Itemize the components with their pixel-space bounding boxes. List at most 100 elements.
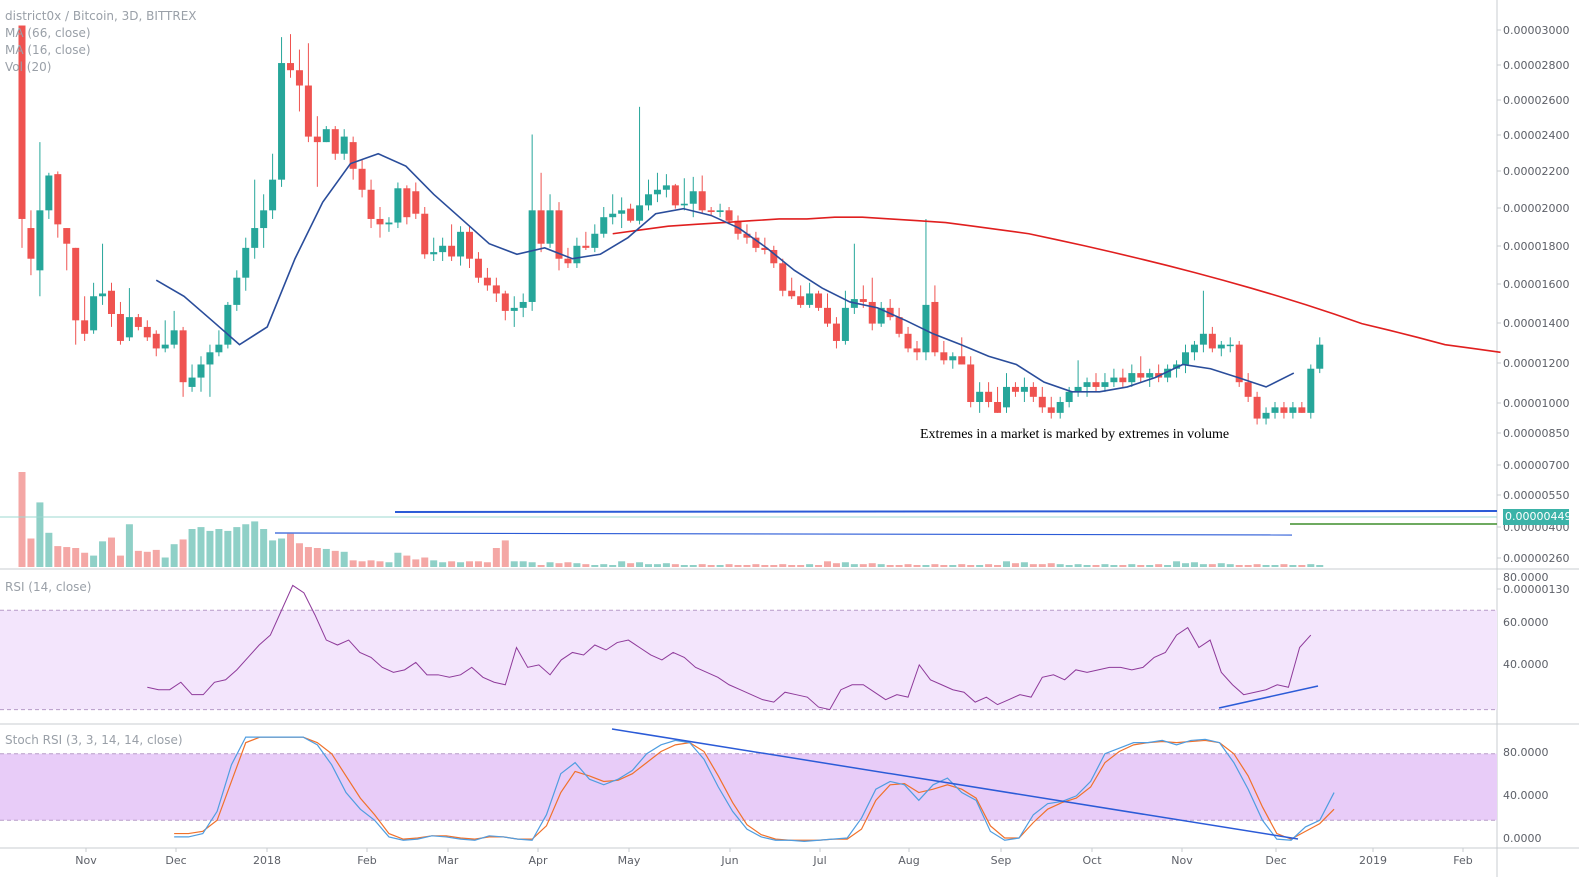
- volume-bar: [1146, 565, 1154, 567]
- volume-bar: [466, 561, 473, 567]
- candle-body: [421, 213, 429, 255]
- volume-bar: [797, 565, 805, 567]
- candle-body: [1011, 386, 1019, 392]
- volume-bar: [358, 561, 366, 567]
- price-tick-label: 0.00002400: [1503, 129, 1569, 142]
- volume-legend[interactable]: Vol (20): [5, 60, 52, 74]
- volume-bar: [376, 561, 384, 567]
- volume-bar: [716, 565, 724, 567]
- volume-threshold-line: [274, 532, 1293, 536]
- volume-bar: [645, 564, 652, 567]
- candle-body: [841, 307, 849, 341]
- candle-body: [224, 304, 232, 345]
- volume-bar: [555, 563, 563, 567]
- candle-body: [394, 188, 402, 223]
- time-tick-label: May: [618, 854, 641, 867]
- volume-bar: [143, 551, 151, 567]
- candle-body: [116, 313, 124, 341]
- volume-bar: [152, 549, 160, 567]
- candle-body: [260, 210, 268, 229]
- candle-body: [54, 174, 62, 225]
- volume-bar: [671, 564, 679, 567]
- candle-body: [645, 194, 652, 206]
- candle-body: [27, 228, 35, 259]
- candle-body: [1065, 391, 1073, 403]
- candle-body: [1298, 407, 1306, 413]
- volume-bar: [743, 565, 751, 567]
- candlesticks[interactable]: [18, 25, 1324, 425]
- volume-bar: [457, 562, 465, 567]
- volume-bar: [1244, 565, 1252, 567]
- volume-bar: [519, 561, 527, 567]
- price-tick-label: 0.00002800: [1503, 59, 1569, 72]
- candle-body: [81, 320, 89, 334]
- volume-bar: [134, 550, 142, 567]
- candle-body: [295, 70, 303, 86]
- volume-annotation: Extremes in a market is marked by extrem…: [920, 427, 1230, 442]
- time-tick-label: Apr: [528, 854, 548, 867]
- candle-body: [1074, 386, 1082, 392]
- candle-body: [618, 210, 626, 214]
- volume-bar: [179, 539, 187, 567]
- candle-body: [680, 203, 688, 206]
- candle-body: [439, 245, 447, 253]
- volume-bar: [1074, 564, 1082, 567]
- ma16-legend[interactable]: MA (16, close): [5, 43, 91, 57]
- trend-drawings[interactable]: [0, 510, 1498, 840]
- time-tick-label: Aug: [898, 854, 919, 867]
- price-tick-label: 0.00000700: [1503, 459, 1569, 472]
- candle-body: [1056, 402, 1064, 413]
- symbol-legend[interactable]: district0x / Bitcoin, 3D, BITTREX: [5, 9, 197, 23]
- rsi-legend[interactable]: RSI (14, close): [5, 580, 92, 594]
- price-tick-label: 0.00002000: [1503, 202, 1569, 215]
- candle-body: [761, 247, 769, 250]
- candle-body: [18, 25, 26, 219]
- volume-bar: [483, 562, 491, 567]
- volume-bar: [1280, 564, 1288, 567]
- candle-body: [752, 237, 760, 248]
- volume-bar: [170, 544, 178, 567]
- volume-bar: [1110, 565, 1118, 567]
- volume-bar: [54, 546, 62, 567]
- volume-bar: [1164, 565, 1172, 567]
- candle-body: [1146, 373, 1154, 378]
- volume-bar: [967, 565, 975, 567]
- candle-body: [501, 293, 509, 311]
- time-tick-label: Jun: [720, 854, 738, 867]
- candle-body: [287, 63, 294, 71]
- candle-body: [313, 136, 321, 143]
- stoch-rsi-legend[interactable]: Stoch RSI (3, 3, 14, 14, close): [5, 733, 183, 747]
- volume-bar: [922, 565, 930, 567]
- indicator-lines: [147, 584, 1335, 842]
- volume-bar: [81, 552, 89, 567]
- candle-body: [1137, 373, 1145, 378]
- volume-bar: [510, 561, 518, 567]
- candle-body: [269, 179, 277, 211]
- candle-body: [197, 364, 205, 378]
- volume-bar: [913, 565, 921, 567]
- volume-bar: [331, 550, 339, 567]
- volume-bar: [116, 555, 124, 567]
- volume-bar: [72, 548, 80, 567]
- volume-bar: [1056, 564, 1064, 567]
- candle-body: [653, 189, 661, 195]
- volume-bar: [1298, 565, 1306, 567]
- candle-body: [376, 218, 384, 225]
- candle-body: [949, 356, 957, 361]
- volume-bar: [824, 561, 831, 567]
- candle-body: [1020, 386, 1028, 392]
- candle-body: [188, 377, 196, 387]
- ma66-legend[interactable]: MA (66, close): [5, 26, 91, 40]
- candle-body: [958, 356, 966, 365]
- stoch-trendline: [611, 728, 1299, 840]
- candle-body: [99, 293, 107, 297]
- price-tick-label: 0.00000130: [1503, 583, 1569, 596]
- candle-body: [1307, 368, 1315, 413]
- candle-body: [466, 231, 473, 259]
- candle-body: [1029, 386, 1037, 397]
- candle-body: [90, 296, 98, 331]
- volume-bar: [1155, 564, 1163, 567]
- volume-bar: [725, 564, 733, 567]
